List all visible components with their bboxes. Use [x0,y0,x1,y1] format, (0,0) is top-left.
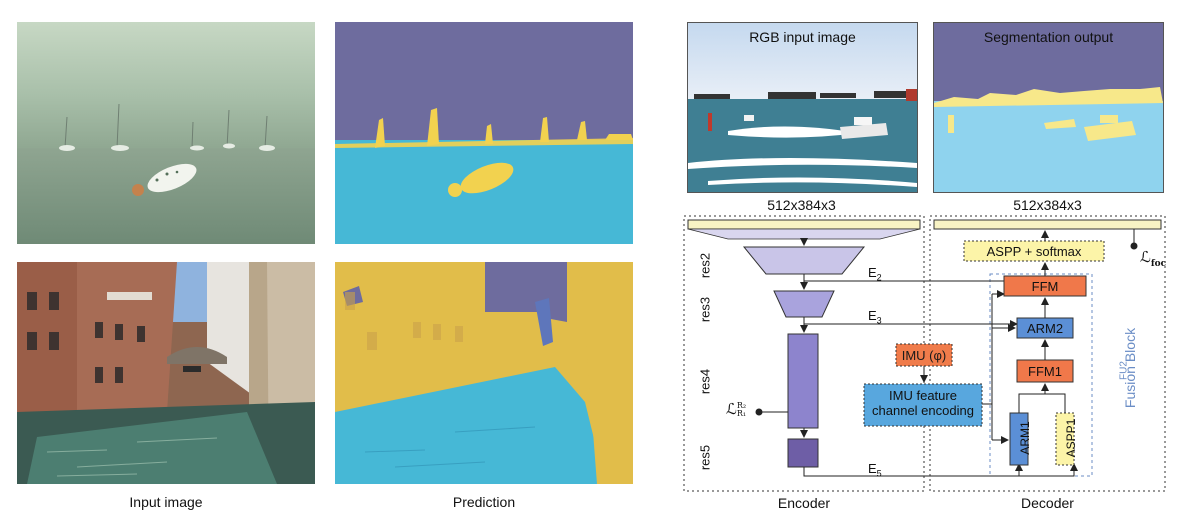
input-bar [687,219,921,230]
fusion-sub-label: FU2 [1118,361,1130,380]
ffm1-label: FFM1 [1028,364,1062,379]
ffm-label: FFM [1031,279,1059,294]
loss-r-label: ℒ R₂ R₁ [726,400,747,418]
e3-label: E3 [868,308,882,326]
encoder-label: Encoder [777,495,831,511]
segmentation-output-thumbnail: Segmentation output [933,22,1164,193]
aspp-softmax-box [963,240,1105,262]
loss-r-node [755,408,763,416]
output-bar [933,219,1162,230]
imu-encoding-box [863,383,983,427]
e2-label: E2 [868,265,882,283]
encoder-res4-block [787,333,819,429]
caption-input-image: Input image [129,494,203,510]
architecture-diagram [683,215,1166,492]
imu-label: IMU (φ) [901,348,947,363]
e5-label: E5 [868,461,882,479]
rgb-input-thumbnail: RGB input image [687,22,918,193]
encoder-stem [687,228,921,240]
encoder-res2-block [742,246,866,275]
imu-encoding-label: IMU feature channel encoding [872,388,974,418]
input-image-sea [17,22,315,244]
aspp1-label: ASPP1 [1064,418,1078,458]
skip-e5 [803,463,1078,477]
arm1-label: ARM1 [1018,421,1032,455]
res4-label: res4 [697,368,713,395]
output-dims: 512x384x3 [1013,197,1082,213]
input-dims: 512x384x3 [767,197,836,213]
encoder-res5-block [787,438,819,468]
arm2-label: ARM2 [1026,321,1064,336]
loss-focal-label: ℒfoc [1140,248,1167,269]
encoder-res3-block [773,290,835,318]
loss-focal-node [1130,242,1138,250]
prediction-sea [335,22,633,244]
encoder-frame [683,215,925,492]
input-image-canal [17,262,315,484]
decoder-label: Decoder [1021,495,1074,511]
res3-label: res3 [697,296,713,323]
res5-label: res5 [697,444,713,471]
rgb-input-label: RGB input image [749,29,856,45]
caption-prediction: Prediction [452,494,516,510]
res2-label: res2 [697,252,713,279]
aspp-softmax-label: ASPP + softmax [986,244,1082,259]
prediction-canal [335,262,633,484]
segmentation-output-label: Segmentation output [983,29,1114,45]
